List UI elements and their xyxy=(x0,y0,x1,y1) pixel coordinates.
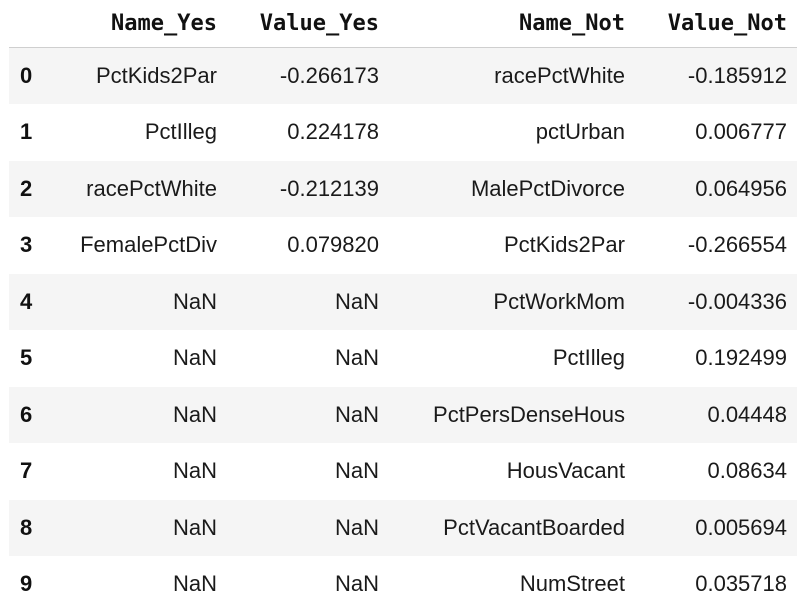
cell-name-not: HousVacant xyxy=(506,458,625,484)
row-index: 7 xyxy=(20,458,33,484)
cell-name-yes: PctKids2Par xyxy=(95,63,217,88)
cell-value-not: -0.004336 xyxy=(687,288,787,314)
cell-value-yes: 0.224178 xyxy=(287,119,379,145)
cell-name-not: MalePctDivorce xyxy=(470,175,625,201)
table-row: 3 FemalePctDiv 0.079820 PctKids2Par -0.26655… xyxy=(9,217,797,274)
cell-value-not: 0.005694 xyxy=(695,514,787,540)
cell-name-yes: NaN xyxy=(172,288,217,314)
row-index: 3 xyxy=(20,232,33,258)
cell-name-not: NumStreet xyxy=(519,571,625,597)
table-header: Name_Yes Value_Yes Name_Not Value_Not xyxy=(9,0,797,48)
cell-value-yes: -0.266173 xyxy=(279,63,379,88)
table-row: 2 racePctWhite -0.212139 MalePctDivorce 0.06… xyxy=(9,160,797,217)
cell-name-not: PctWorkMom xyxy=(493,288,625,314)
header-row: Name_Yes Value_Yes Name_Not Value_Not xyxy=(9,0,797,48)
cell-value-yes: NaN xyxy=(334,571,379,597)
table-row: 8 NaN NaN PctVacantBoarded 0.005694 xyxy=(9,499,797,556)
dataframe-table: Name_Yes Value_Yes Name_Not Value_Not 0 P… xyxy=(9,0,797,613)
column-header-name-not: Name_Not xyxy=(389,0,635,48)
row-index: 1 xyxy=(20,119,33,145)
cell-name-not: racePctWhite xyxy=(494,63,625,88)
row-index: 9 xyxy=(20,571,33,597)
cell-name-not: PctKids2Par xyxy=(503,232,625,258)
row-index: 6 xyxy=(20,401,33,427)
cell-value-yes: NaN xyxy=(334,458,379,484)
row-index: 0 xyxy=(20,63,33,88)
table-row: 0 PctKids2Par -0.266173 racePctWhite -0.1859… xyxy=(9,47,797,104)
cell-name-not: PctIlleg xyxy=(552,345,625,371)
cell-name-yes: PctIlleg xyxy=(144,119,217,145)
cell-name-yes: NaN xyxy=(172,571,217,597)
column-header-name-yes: Name_Yes xyxy=(49,0,227,48)
cell-value-yes: NaN xyxy=(334,401,379,427)
cell-value-yes: NaN xyxy=(334,288,379,314)
cell-name-not: pctUrban xyxy=(535,119,625,145)
cell-value-not: 0.08634 xyxy=(707,458,787,484)
table-row: 1 PctIlleg 0.224178 pctUrban 0.006777 xyxy=(9,104,797,161)
cell-name-not: PctVacantBoarded xyxy=(443,514,625,540)
cell-name-yes: NaN xyxy=(172,401,217,427)
column-header-value-yes: Value_Yes xyxy=(227,0,389,48)
table-row: 7 NaN NaN HousVacant 0.08634 xyxy=(9,443,797,500)
table-row: 9 NaN NaN NumStreet 0.035718 xyxy=(9,556,797,613)
cell-name-not: PctPersDenseHous xyxy=(433,401,625,427)
cell-value-yes: -0.212139 xyxy=(279,175,379,201)
index-header xyxy=(9,0,49,48)
cell-name-yes: NaN xyxy=(172,514,217,540)
cell-value-yes: 0.079820 xyxy=(287,232,379,258)
row-index: 8 xyxy=(20,514,33,540)
cell-value-not: 0.064956 xyxy=(695,175,787,201)
cell-value-not: 0.192499 xyxy=(695,345,787,371)
table-row: 4 NaN NaN PctWorkMom -0.004336 xyxy=(9,273,797,330)
column-header-value-not: Value_Not xyxy=(635,0,797,48)
table-row: 5 NaN NaN PctIlleg 0.192499 xyxy=(9,330,797,387)
table-body: 0 PctKids2Par -0.266173 racePctWhite -0.1859… xyxy=(9,47,797,613)
cell-value-yes: NaN xyxy=(334,514,379,540)
cell-value-not: 0.035718 xyxy=(695,571,787,597)
table-row: 6 NaN NaN PctPersDenseHous 0.04448 xyxy=(9,386,797,443)
cell-value-yes: NaN xyxy=(334,345,379,371)
row-index: 5 xyxy=(20,345,33,371)
cell-value-not: -0.266554 xyxy=(687,232,787,258)
row-index: 2 xyxy=(20,175,33,201)
dataframe-output: Name_Yes Value_Yes Name_Not Value_Not 0 P… xyxy=(9,0,797,613)
cell-name-yes: racePctWhite xyxy=(86,175,217,201)
cell-name-yes: NaN xyxy=(172,345,217,371)
cell-value-not: -0.185912 xyxy=(687,63,787,88)
cell-value-not: 0.006777 xyxy=(695,119,787,145)
cell-value-not: 0.04448 xyxy=(707,401,787,427)
cell-name-yes: NaN xyxy=(172,458,217,484)
row-index: 4 xyxy=(20,288,33,314)
cell-name-yes: FemalePctDiv xyxy=(80,232,217,258)
